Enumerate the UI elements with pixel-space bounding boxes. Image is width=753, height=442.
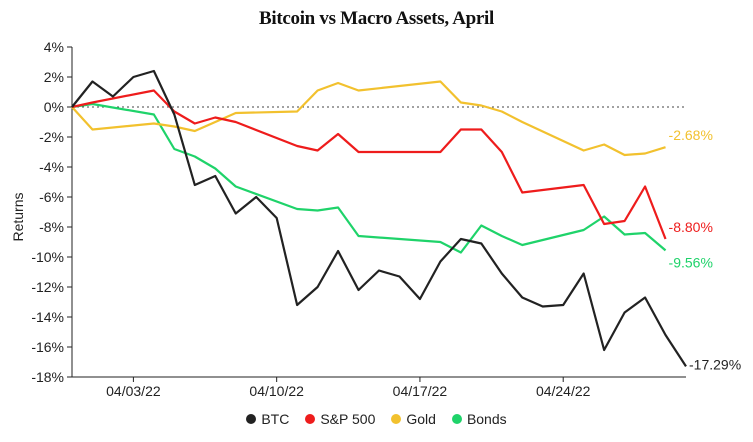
series-line-gold [71,80,666,157]
y-tick-label: 0% [44,99,64,115]
end-label-s-p-500: -8.80% [669,219,713,235]
y-tick-label: 2% [44,69,64,85]
y-tick-label: -2% [39,129,64,145]
x-tick-label: 04/10/22 [249,383,304,399]
legend-label: S&P 500 [320,411,376,427]
series-lines [71,69,687,367]
legend-swatch [391,414,402,424]
y-tick-label: -8% [39,219,64,235]
series-line-bonds [71,102,667,254]
legend-swatch [246,414,257,424]
axes: 4% 2% 0% -2% -4% -6% -8% -10% -12% -14% -16% -18% 04… [31,39,686,399]
end-label-bonds: -9.56% [669,254,713,270]
y-tick-label: -4% [39,159,64,175]
legend-item-bonds: Bonds [451,411,507,427]
chart-title: Bitcoin vs Macro Assets, April [258,8,494,29]
end-labels: -17.29% -8.80% -2.68% -9.56% [669,127,742,372]
y-tick-label: -18% [31,369,64,385]
y-tick-label: -12% [31,279,64,295]
y-tick-label: -16% [31,339,64,355]
end-label-btc: -17.29% [689,356,741,372]
legend-label: Gold [406,411,436,427]
legend-label: Bonds [466,411,507,427]
x-tick-label: 04/17/22 [393,383,448,399]
x-tick-label: 04/03/22 [106,383,161,399]
y-tick-label: -10% [31,249,64,265]
series-line-s-p-500 [71,89,667,240]
end-label-gold: -2.68% [669,127,713,143]
y-tick-label: -6% [39,189,64,205]
y-axis-label: Returns [10,192,26,241]
legend-item-gold: Gold [391,411,436,427]
legend-label: BTC [261,411,290,427]
x-tick-label: 04/24/22 [536,383,591,399]
series-line-btc [71,69,687,367]
legend: BTC S&P 500 Gold Bonds [0,411,753,427]
legend-swatch [305,414,316,424]
y-tick-label: 4% [44,39,64,55]
y-tick-label: -14% [31,309,64,325]
legend-item-s-p-500: S&P 500 [305,411,375,427]
legend-swatch [451,414,462,424]
legend-item-btc: BTC [246,411,289,427]
